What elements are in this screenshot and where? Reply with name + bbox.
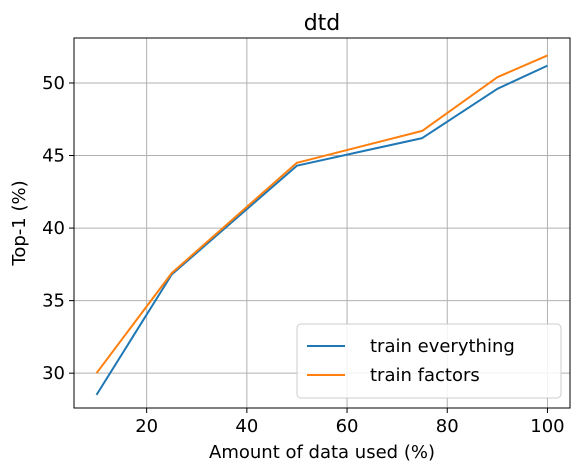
y-axis-ticks: 30 35 40 45 50 xyxy=(42,73,74,384)
legend-label: train factors xyxy=(370,365,480,386)
x-tick-label: 80 xyxy=(436,416,459,437)
x-axis-label: Amount of data used (%) xyxy=(209,442,435,463)
series-line-train-everything xyxy=(95,64,548,396)
series-lines xyxy=(95,54,548,396)
y-tick-label: 50 xyxy=(42,73,65,94)
y-tick-label: 45 xyxy=(42,146,65,167)
x-tick-label: 100 xyxy=(530,416,564,437)
x-tick-label: 40 xyxy=(235,416,258,437)
legend-box xyxy=(296,323,562,399)
chart-title: dtd xyxy=(304,11,341,36)
y-tick-label: 40 xyxy=(42,218,65,239)
legend-label: train everything xyxy=(370,336,515,357)
x-tick-label: 20 xyxy=(135,416,158,437)
y-tick-label: 30 xyxy=(42,363,65,384)
series-line-train-factors xyxy=(95,54,548,374)
x-tick-label: 60 xyxy=(336,416,359,437)
plot-frame xyxy=(73,37,571,409)
legend: train everything train factors xyxy=(296,323,562,399)
y-tick-label: 35 xyxy=(42,291,65,312)
x-axis-ticks: 20 40 60 80 100 xyxy=(135,408,565,437)
y-axis-label: Top-1 (%) xyxy=(9,180,30,266)
